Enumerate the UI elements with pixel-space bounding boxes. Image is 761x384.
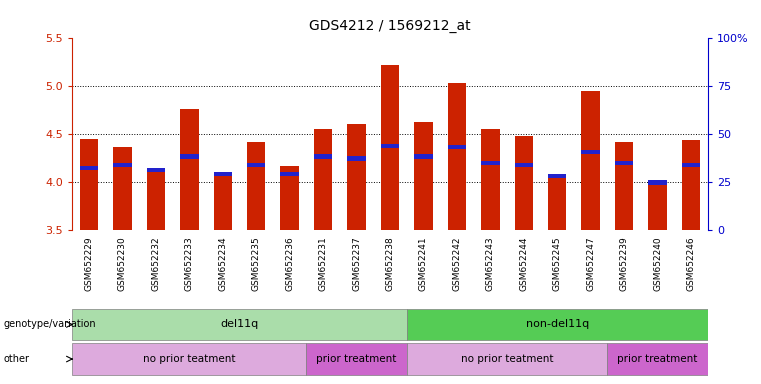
Text: non-del11q: non-del11q xyxy=(526,319,589,329)
Text: GSM652234: GSM652234 xyxy=(218,237,228,291)
Bar xyxy=(406,309,708,340)
Bar xyxy=(247,142,266,230)
Text: GSM652244: GSM652244 xyxy=(519,237,528,291)
Bar xyxy=(347,124,366,230)
Bar xyxy=(113,147,132,230)
Text: GSM652247: GSM652247 xyxy=(586,237,595,291)
Bar xyxy=(548,174,566,178)
Text: GSM652241: GSM652241 xyxy=(419,237,428,291)
Bar xyxy=(380,65,400,230)
Text: GSM652238: GSM652238 xyxy=(386,237,394,291)
Bar xyxy=(514,163,533,167)
Bar xyxy=(682,163,700,167)
Bar xyxy=(607,343,708,375)
Title: GDS4212 / 1569212_at: GDS4212 / 1569212_at xyxy=(309,19,471,33)
Bar xyxy=(80,139,98,230)
Bar xyxy=(615,161,633,166)
Bar xyxy=(347,156,366,161)
Bar xyxy=(380,144,400,148)
Bar xyxy=(314,154,333,159)
Bar xyxy=(481,129,499,230)
Text: no prior teatment: no prior teatment xyxy=(461,354,553,364)
Text: GSM652246: GSM652246 xyxy=(686,237,696,291)
Bar xyxy=(414,122,433,230)
Bar xyxy=(414,154,433,159)
Bar xyxy=(406,343,607,375)
Bar xyxy=(214,173,232,230)
Bar xyxy=(581,91,600,230)
Bar xyxy=(281,172,299,176)
Text: GSM652240: GSM652240 xyxy=(653,237,662,291)
Bar xyxy=(113,163,132,167)
Text: GSM652245: GSM652245 xyxy=(552,237,562,291)
Bar xyxy=(180,154,199,159)
Text: GSM652231: GSM652231 xyxy=(319,237,328,291)
Bar xyxy=(615,142,633,230)
Text: other: other xyxy=(4,354,30,364)
Bar xyxy=(581,149,600,154)
Text: GSM652235: GSM652235 xyxy=(252,237,261,291)
Bar xyxy=(447,83,466,230)
Bar xyxy=(281,166,299,230)
Text: GSM652230: GSM652230 xyxy=(118,237,127,291)
Bar xyxy=(147,168,165,230)
Text: GSM652232: GSM652232 xyxy=(151,237,161,291)
Bar xyxy=(314,129,333,230)
Bar xyxy=(80,166,98,170)
Text: GSM652242: GSM652242 xyxy=(452,237,461,291)
Text: prior treatment: prior treatment xyxy=(617,354,698,364)
Bar xyxy=(72,343,307,375)
Text: GSM652236: GSM652236 xyxy=(285,237,295,291)
Text: prior treatment: prior treatment xyxy=(317,354,396,364)
Bar xyxy=(147,168,165,172)
Text: GSM652239: GSM652239 xyxy=(619,237,629,291)
Text: GSM652237: GSM652237 xyxy=(352,237,361,291)
Bar xyxy=(648,180,667,185)
Bar xyxy=(548,177,566,230)
Text: GSM652243: GSM652243 xyxy=(486,237,495,291)
Text: del11q: del11q xyxy=(221,319,259,329)
Bar xyxy=(307,343,406,375)
Text: genotype/variation: genotype/variation xyxy=(4,319,97,329)
Text: no prior teatment: no prior teatment xyxy=(143,354,236,364)
Text: GSM652229: GSM652229 xyxy=(84,237,94,291)
Bar xyxy=(481,161,499,166)
Bar xyxy=(514,136,533,230)
Bar xyxy=(180,109,199,230)
Bar xyxy=(72,309,406,340)
Bar xyxy=(247,163,266,167)
Bar xyxy=(648,182,667,230)
Text: GSM652233: GSM652233 xyxy=(185,237,194,291)
Bar xyxy=(682,140,700,230)
Bar xyxy=(214,172,232,176)
Bar xyxy=(447,145,466,149)
